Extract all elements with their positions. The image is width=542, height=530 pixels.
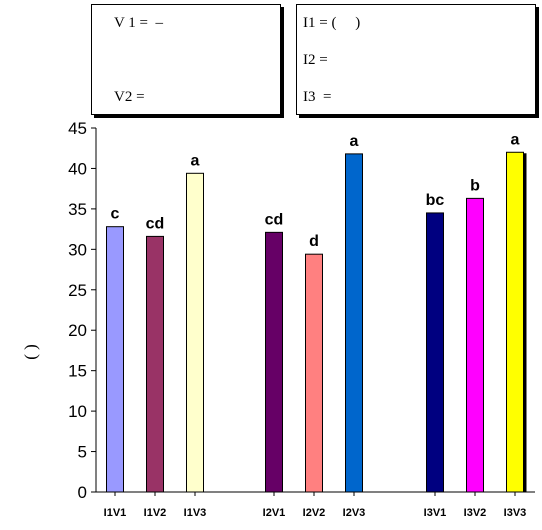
y-tick-label: 20 — [68, 321, 87, 340]
y-tick-label: 40 — [68, 159, 87, 178]
significance-label: d — [309, 233, 319, 250]
category-label: I1V3 — [184, 507, 207, 519]
significance-label: cd — [265, 211, 284, 228]
category-label: I2V2 — [303, 507, 326, 519]
category-label: I2V1 — [263, 507, 286, 519]
category-label: I3V3 — [504, 507, 527, 519]
category-label: I1V2 — [144, 507, 167, 519]
y-tick-label: 35 — [68, 200, 87, 219]
bar-i1v3 — [186, 172, 204, 493]
bar-i1v1 — [106, 226, 124, 493]
legend-v2-label: V2 = — [114, 89, 145, 105]
y-tick-label: 30 — [68, 240, 87, 259]
y-tick-label: 45 — [68, 119, 87, 138]
category-label: I1V1 — [104, 507, 127, 519]
significance-label: a — [350, 133, 359, 150]
y-tick-label: 0 — [78, 483, 87, 502]
legend-v1-label: V 1 = – — [114, 15, 164, 31]
significance-label: b — [470, 177, 480, 194]
bar-i3v1 — [426, 212, 444, 493]
significance-label: c — [111, 206, 120, 223]
legend-box-right: I1 = ( ) I2 = I3 = — [296, 4, 536, 115]
y-tick-label: 10 — [68, 402, 87, 421]
y-tick-label: 25 — [68, 281, 87, 300]
bar-i3v3 — [506, 151, 524, 493]
bar-i2v1 — [265, 231, 283, 493]
category-label: I3V2 — [464, 507, 487, 519]
legend-i1-label: I1 = ( ) — [303, 15, 361, 31]
significance-label: a — [511, 131, 520, 148]
y-tick-label: 15 — [68, 362, 87, 381]
bar-i1v2 — [146, 235, 164, 493]
category-label: I2V3 — [343, 507, 366, 519]
y-tick-label: 5 — [78, 443, 87, 462]
legend-i2-label: I2 = — [303, 52, 328, 68]
bar-i2v3 — [345, 153, 363, 493]
significance-label: cd — [146, 215, 165, 232]
significance-label: bc — [426, 192, 445, 209]
significance-label: a — [191, 152, 200, 169]
legend-box-left: V 1 = – V2 = — [91, 4, 281, 115]
legend-i3-label: I3 = — [303, 89, 332, 105]
bar-i3v2 — [466, 197, 484, 493]
category-label: I3V1 — [424, 507, 447, 519]
bar-i2v2 — [305, 253, 323, 493]
y-axis-label: ( ) — [21, 344, 40, 360]
